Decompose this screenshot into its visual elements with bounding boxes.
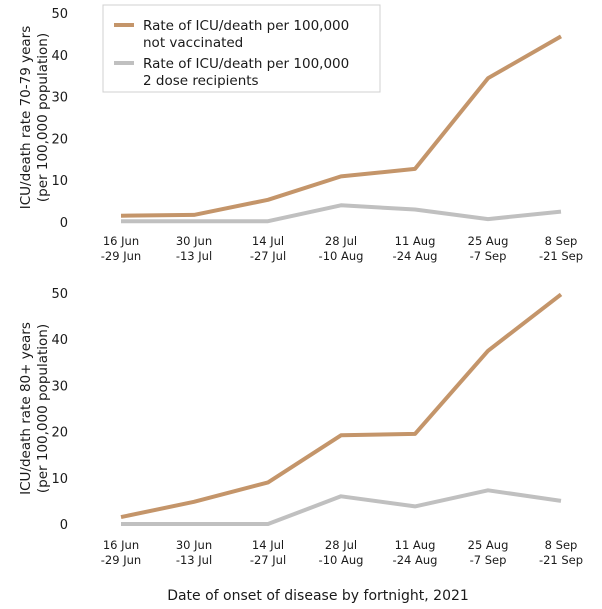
legend-label: Rate of ICU/death per 100,000 bbox=[143, 18, 349, 34]
x-tick-label: 16 Jun bbox=[103, 538, 139, 552]
x-tick-label: -21 Sep bbox=[539, 249, 583, 263]
x-tick-label: 8 Sep bbox=[545, 538, 578, 552]
y-tick-label: 0 bbox=[60, 216, 68, 231]
series-line-not-vaccinated bbox=[120, 34, 562, 218]
y-tick-label: 40 bbox=[51, 49, 68, 64]
y-tick-label: 50 bbox=[51, 7, 68, 22]
x-tick-label: -24 Aug bbox=[393, 553, 438, 567]
y-axis-label: ICU/death rate 80+ years bbox=[18, 322, 34, 495]
x-tick-label: -27 Jul bbox=[250, 553, 286, 567]
x-tick-label: -21 Sep bbox=[539, 553, 583, 567]
y-axis-label: (per 100,000 population) bbox=[35, 324, 51, 493]
y-tick-label: 50 bbox=[51, 287, 68, 302]
x-tick-label: -10 Aug bbox=[319, 553, 364, 567]
x-tick-label: 25 Aug bbox=[468, 234, 509, 248]
legend-label: not vaccinated bbox=[143, 35, 243, 51]
x-tick-label: 8 Sep bbox=[545, 234, 578, 248]
x-tick-label: -7 Sep bbox=[470, 553, 507, 567]
legend-label: 2 dose recipients bbox=[143, 73, 259, 89]
x-tick-label: -13 Jul bbox=[176, 249, 212, 263]
y-tick-label: 10 bbox=[51, 174, 68, 189]
x-tick-label: 25 Aug bbox=[468, 538, 509, 552]
y-tick-label: 30 bbox=[51, 379, 68, 394]
x-tick-label: 16 Jun bbox=[103, 234, 139, 248]
x-tick-label: -7 Sep bbox=[470, 249, 507, 263]
y-tick-label: 10 bbox=[51, 472, 68, 487]
x-tick-label: 28 Jul bbox=[325, 234, 357, 248]
x-tick-label: 11 Aug bbox=[395, 234, 436, 248]
legend-box bbox=[102, 4, 381, 93]
x-tick-label: 30 Jun bbox=[176, 538, 212, 552]
y-tick-label: 20 bbox=[51, 132, 68, 147]
x-tick-label: -13 Jul bbox=[176, 553, 212, 567]
x-tick-label: -10 Aug bbox=[319, 249, 364, 263]
x-tick-label: 14 Jul bbox=[252, 538, 284, 552]
y-tick-label: 30 bbox=[51, 91, 68, 106]
x-tick-label: -29 Jun bbox=[101, 553, 141, 567]
x-tick-label: 28 Jul bbox=[325, 538, 357, 552]
x-tick-label: -27 Jul bbox=[250, 249, 286, 263]
y-tick-label: 20 bbox=[51, 426, 68, 441]
legend-label: Rate of ICU/death per 100,000 bbox=[143, 56, 349, 72]
series-line-2-dose bbox=[121, 488, 562, 526]
x-tick-label: 14 Jul bbox=[252, 234, 284, 248]
x-tick-label: 11 Aug bbox=[395, 538, 436, 552]
y-tick-label: 0 bbox=[60, 518, 68, 533]
x-tick-label: -29 Jun bbox=[101, 249, 141, 263]
y-axis-label: (per 100,000 population) bbox=[35, 33, 51, 202]
y-tick-label: 40 bbox=[51, 333, 68, 348]
series-line-2-dose bbox=[121, 203, 562, 224]
series-line-not-vaccinated bbox=[120, 292, 563, 520]
y-axis-label: ICU/death rate 70-79 years bbox=[18, 26, 34, 210]
x-axis-label: Date of onset of disease by fortnight, 2… bbox=[167, 588, 469, 604]
x-tick-label: -24 Aug bbox=[393, 249, 438, 263]
x-tick-label: 30 Jun bbox=[176, 234, 212, 248]
